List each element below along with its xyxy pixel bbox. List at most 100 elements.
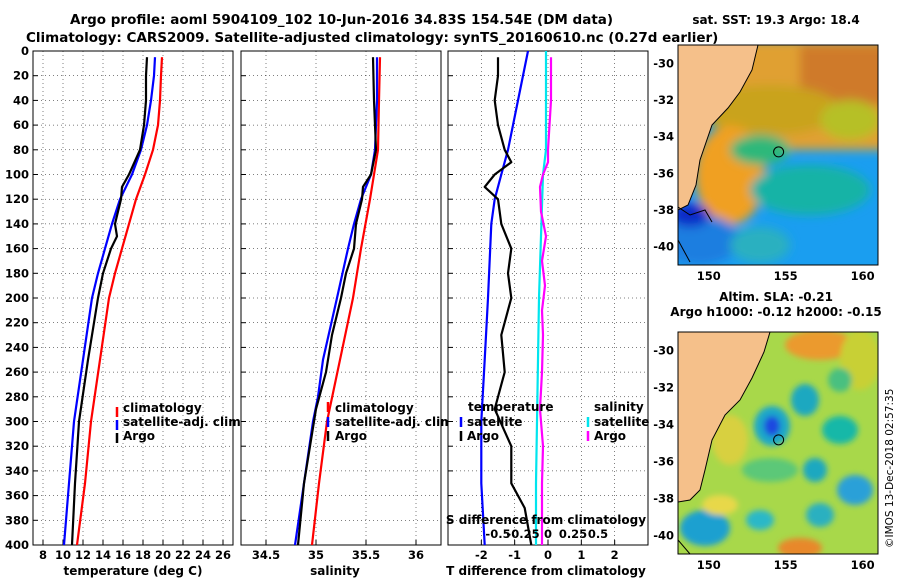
legend-label-s-satellite: satellite: [594, 415, 649, 429]
difference-panel: -2 -1 0 1 2 T difference from climatology S …: [446, 50, 649, 578]
depth-tick-label: 120: [5, 192, 29, 206]
depth-tick-label: 0: [21, 44, 29, 58]
depth-tick-label: 200: [5, 291, 29, 305]
lat-tick-label: -40: [653, 240, 674, 254]
series-line-salinity-satellite: [534, 51, 548, 545]
sst-map-panel: sat. SST: 19.3 Argo: 18.4 150 155 160 -30-: [653, 13, 879, 283]
x-tick-label: 35: [308, 548, 324, 562]
t-difference-axis-label: T difference from climatology: [446, 564, 646, 578]
x-tick-label: 16: [115, 548, 131, 562]
x-tick-label: 22: [175, 548, 191, 562]
temperature-series-lines: [62, 57, 164, 545]
sst-map-frame: [677, 44, 879, 266]
difference-series-lines: [480, 51, 553, 545]
x-tick-label: 26: [215, 548, 231, 562]
sst-map-image: [678, 45, 878, 265]
x-tick-label: 0: [544, 548, 552, 562]
x-tick-label: -1: [508, 548, 521, 562]
depth-tick-label: 280: [5, 390, 29, 404]
depth-tick-label: 80: [13, 143, 29, 157]
lon-tick-label: 150: [697, 558, 721, 572]
imos-credit: ©IMOS 13-Dec-2018 02:57:35: [884, 389, 896, 548]
series-line-argo: [70, 57, 149, 545]
depth-tick-label: 240: [5, 340, 29, 354]
lat-tick-label: -38: [653, 203, 674, 217]
legend-label-satellite: satellite-adj. clim.: [335, 415, 457, 429]
lat-tick-label: -32: [653, 381, 674, 395]
figure-title-line1: Argo profile: aoml 5904109_102 10-Jun-20…: [70, 12, 613, 28]
salinity-tick-labels: 34.5 35 35.5 36: [252, 548, 424, 562]
sst-lat-tick-labels: -30 -32 -34 -36 -38 -40: [653, 56, 674, 253]
series-line-argo: [296, 57, 378, 545]
lat-tick-label: -30: [653, 56, 674, 70]
sla-map-title-line2: Argo h1000: -0.12 h2000: -0.15: [670, 305, 881, 319]
sst-land-mask: [678, 45, 759, 211]
lat-tick-label: -30: [653, 344, 674, 358]
lat-tick-label: -38: [653, 492, 674, 506]
lat-tick-label: -34: [653, 130, 674, 144]
depth-tick-labels: 0 20 40 60 80 100 120 140 160 180 200 220 240 260 280 3…: [5, 44, 29, 552]
depth-tick-label: 380: [5, 513, 29, 527]
sla-land-mask: [678, 332, 771, 503]
x-tick-label: 20: [155, 548, 171, 562]
sla-map-frame: [677, 331, 879, 555]
depth-tick-label: 160: [5, 242, 29, 256]
salinity-series-lines: [293, 57, 382, 545]
series-line-satellite-adj-clim-: [62, 57, 157, 545]
lat-tick-label: -36: [653, 455, 674, 469]
x-tick-label: 18: [135, 548, 151, 562]
depth-tick-label: 260: [5, 365, 29, 379]
depth-tick-label: 400: [5, 538, 29, 552]
series-line-climatology: [75, 57, 164, 545]
depth-tick-label: 300: [5, 415, 29, 429]
difference-legend-temperature: temperature satellite Argo: [459, 400, 553, 443]
legend-label-t-satellite: satellite: [467, 415, 522, 429]
legend-label-climatology: climatology: [335, 401, 414, 415]
sla-map-panel: Altim. SLA: -0.21 Argo h1000: -0.12 h200…: [653, 290, 881, 572]
series-line-temperature-satellite: [480, 51, 530, 545]
lat-tick-label: -36: [653, 166, 674, 180]
x-tick-label: 35.5: [352, 548, 380, 562]
s-diff-tick-label: -0.25: [506, 527, 539, 541]
salinity-axis-label: salinity: [310, 564, 360, 578]
lon-tick-label: 155: [774, 558, 798, 572]
salinity-panel: 34.5 35 35.5 36 salinity climatology satell…: [240, 50, 457, 578]
sst-lon-tick-labels: 150 155 160: [697, 269, 875, 283]
salinity-legend: climatology satellite-adj. clim. Argo: [326, 401, 457, 443]
depth-tick-label: 360: [5, 489, 29, 503]
s-diff-tick-label: 0.25: [559, 527, 587, 541]
x-tick-label: 10: [55, 548, 71, 562]
s-diff-tick-label: -0.5: [485, 527, 510, 541]
series-line-climatology: [310, 57, 382, 545]
s-diff-tick-label: 0: [544, 527, 552, 541]
difference-tick-labels: -2 -1 0 1 2: [475, 548, 619, 562]
s-difference-axis-label: S difference from climatology: [446, 513, 646, 527]
x-tick-label: 8: [39, 548, 47, 562]
depth-tick-label: 340: [5, 464, 29, 478]
temperature-panel: 0 20 40 60 80 100 120 140 160 180 200 220 240 260 280 3…: [5, 44, 245, 578]
sla-lat-tick-labels: -30 -32 -34 -36 -38 -40: [653, 344, 674, 543]
x-tick-label: 2: [611, 548, 619, 562]
legend-label-t-argo: Argo: [467, 429, 499, 443]
series-line-salinity-argo: [538, 57, 553, 545]
s-diff-tick-label: 0.5: [588, 527, 608, 541]
lon-tick-label: 150: [697, 269, 721, 283]
x-tick-label: 14: [95, 548, 111, 562]
lat-tick-label: -32: [653, 93, 674, 107]
sla-map-image: [678, 332, 878, 554]
depth-tick-label: 40: [13, 93, 29, 107]
sla-lon-tick-labels: 150 155 160: [697, 558, 875, 572]
s-difference-tick-labels: -0.5-0.25 0 0.25 0.5: [485, 527, 608, 541]
temperature-legend: climatology satellite-adj. clim. Argo: [115, 401, 245, 443]
lon-tick-label: 160: [851, 558, 875, 572]
x-tick-label: 12: [75, 548, 91, 562]
lat-tick-label: -40: [653, 529, 674, 543]
lon-tick-label: 155: [774, 269, 798, 283]
x-tick-label: 34.5: [252, 548, 280, 562]
argo-float-marker-sla: [773, 434, 785, 446]
x-tick-label: 1: [577, 548, 585, 562]
lon-tick-label: 160: [851, 269, 875, 283]
series-line-temperature-argo: [483, 57, 533, 545]
difference-legend-salinity: salinity satellite Argo: [586, 400, 649, 443]
x-tick-label: 36: [408, 548, 424, 562]
